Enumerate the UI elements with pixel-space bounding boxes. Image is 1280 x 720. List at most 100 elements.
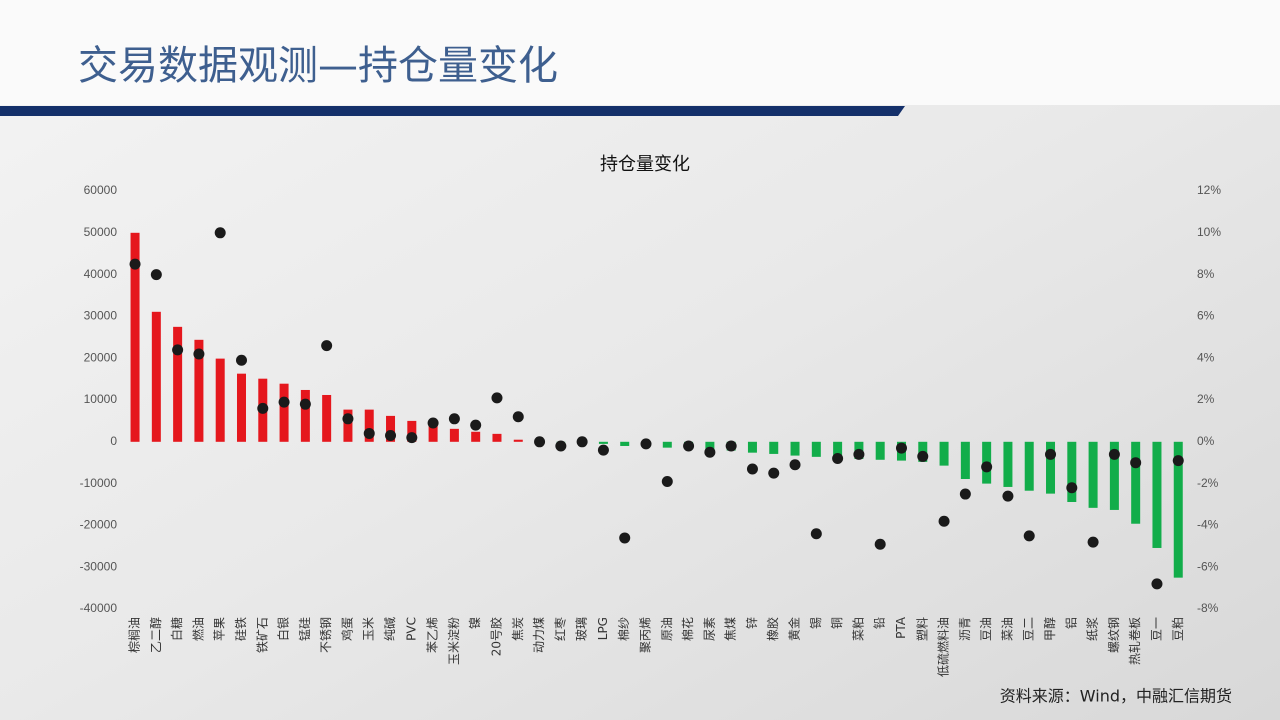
bar <box>173 326 183 442</box>
bar <box>939 441 949 466</box>
point <box>235 354 247 366</box>
bar <box>449 428 459 442</box>
x-tick-label: 锡 <box>808 617 823 629</box>
y2-tick-label: 12% <box>1197 183 1221 197</box>
x-tick-label: LPG <box>596 617 610 640</box>
x-tick-label: 菜粕 <box>850 617 865 641</box>
bar <box>875 441 885 460</box>
point <box>214 227 226 239</box>
y-tick-label: 10000 <box>84 392 118 406</box>
point <box>1151 578 1163 590</box>
x-tick-label: 低硫燃料油 <box>936 617 951 677</box>
y2-tick-label: -8% <box>1197 601 1219 615</box>
bar <box>1152 441 1162 548</box>
header-band <box>0 106 905 116</box>
y2-tick-label: -4% <box>1197 518 1219 532</box>
y2-tick-label: 2% <box>1197 392 1215 406</box>
bar <box>790 441 800 456</box>
x-tick-label: 锌 <box>745 617 759 629</box>
x-tick-label: 豆粕 <box>1170 617 1185 641</box>
x-tick-label: 镍 <box>468 617 482 629</box>
y-tick-label: 50000 <box>84 225 118 239</box>
point <box>1087 536 1099 548</box>
y-tick-label: 60000 <box>84 183 118 197</box>
point <box>981 461 993 473</box>
bar <box>513 439 523 442</box>
point <box>448 413 460 425</box>
x-tick-label: 塑料 <box>914 617 929 641</box>
bar <box>1109 441 1119 510</box>
x-tick-label: 乙二醇 <box>148 617 163 653</box>
bar <box>1024 441 1034 491</box>
x-tick-label: 玉米 <box>362 617 376 641</box>
x-tick-label: 豆油 <box>979 617 993 641</box>
x-tick-label: 红枣 <box>552 617 567 641</box>
x-tick-label: 菜油 <box>1000 617 1014 641</box>
x-tick-label: 尿素 <box>702 617 716 641</box>
point <box>1002 490 1014 502</box>
x-tick-label: 20号胶 <box>488 617 503 656</box>
x-tick-label: 纯碱 <box>383 617 397 641</box>
x-tick-label: 原油 <box>660 617 674 641</box>
point <box>172 344 184 356</box>
source: 资料来源：Wind，中融汇信期货 <box>1000 687 1232 706</box>
x-tick-label: 豆二 <box>1022 617 1036 641</box>
x-tick-label: 沥青 <box>958 617 972 641</box>
y-tick-label: 40000 <box>84 267 118 281</box>
x-tick-label: 铁矿石 <box>255 617 269 653</box>
point <box>278 396 290 408</box>
bar <box>1067 441 1077 502</box>
point <box>704 446 716 458</box>
point <box>150 269 162 281</box>
point <box>193 348 205 360</box>
bar <box>386 415 396 442</box>
y2-tick-label: 10% <box>1197 225 1221 239</box>
y2-tick-label: -2% <box>1197 476 1219 490</box>
y2-tick-label: 0% <box>1197 434 1215 448</box>
point <box>491 392 503 404</box>
x-tick-label: 甲醇 <box>1042 617 1057 641</box>
point <box>746 463 758 475</box>
point <box>661 476 673 488</box>
x-tick-label: 棉花 <box>680 617 695 641</box>
point <box>363 427 375 439</box>
x-tick-label: 动力煤 <box>532 617 546 653</box>
bar <box>598 441 608 444</box>
x-tick-label: 鸡蛋 <box>339 617 354 641</box>
x-tick-label: 焦煤 <box>724 617 738 641</box>
x-tick-label: 不锈钢 <box>319 617 333 653</box>
bar <box>300 389 310 442</box>
x-tick-label: 铅 <box>873 617 887 629</box>
bar <box>1088 441 1098 508</box>
x-tick-label: 苯乙烯 <box>426 617 440 653</box>
bar <box>960 441 970 480</box>
y2-tick-label: -6% <box>1197 559 1219 573</box>
point <box>810 528 822 540</box>
x-tick-label: PVC <box>404 617 418 641</box>
y-tick-label: -30000 <box>80 559 118 573</box>
bar <box>705 441 715 450</box>
x-tick-label: 棉纱 <box>617 617 631 641</box>
point <box>534 436 546 448</box>
x-tick-label: 豆一 <box>1149 617 1163 641</box>
point <box>470 419 482 431</box>
x-tick-label: 玻璃 <box>575 617 589 641</box>
point <box>129 258 141 270</box>
x-tick-label: 燃油 <box>190 617 205 641</box>
point <box>789 459 801 471</box>
x-tick-label: 焦炭 <box>511 617 525 641</box>
point <box>768 467 780 479</box>
point <box>1108 448 1120 460</box>
y-tick-label: 20000 <box>84 350 118 364</box>
bar <box>833 441 843 458</box>
x-tick-label: 聚丙烯 <box>639 617 653 653</box>
x-tick-label: 热轧卷板 <box>1127 617 1142 665</box>
bar <box>662 441 672 448</box>
x-tick-label: 螺纹钢 <box>1107 617 1121 653</box>
point <box>342 413 354 425</box>
chart-title: 持仓量变化 <box>600 154 690 175</box>
bar <box>1173 441 1183 578</box>
point <box>1130 457 1142 469</box>
point <box>597 444 609 456</box>
